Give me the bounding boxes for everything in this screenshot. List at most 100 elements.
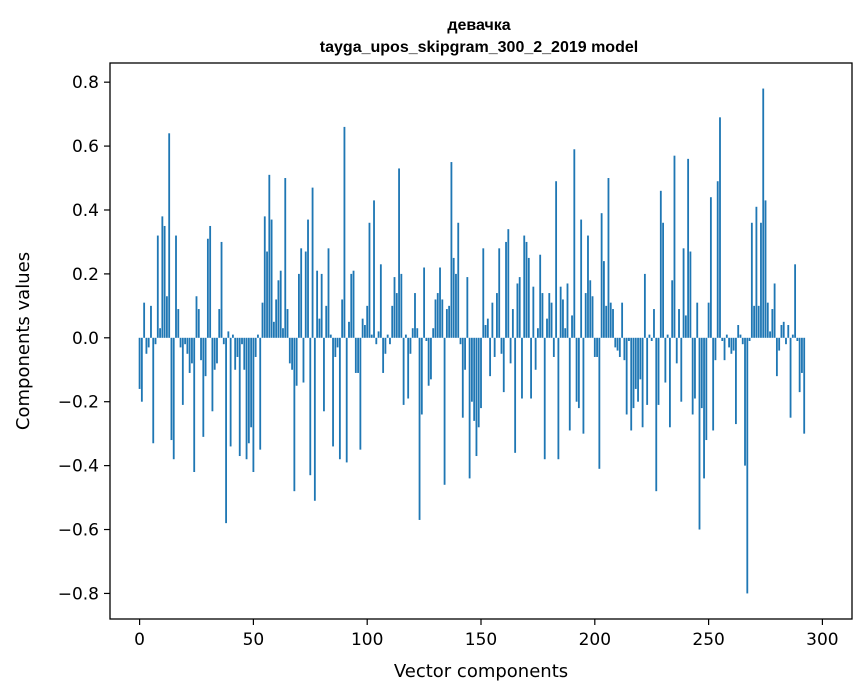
bar-121 [414, 293, 416, 338]
bar-97 [359, 337, 362, 450]
bar-5 [150, 305, 152, 338]
bar-48 [247, 337, 250, 444]
bar-79 [318, 318, 321, 338]
bar-99 [364, 325, 366, 338]
bar-41 [232, 334, 234, 338]
bar-22 [188, 337, 191, 373]
y-tick-label: −0.8 [58, 584, 99, 604]
bar-287 [791, 334, 794, 338]
bar-53 [259, 337, 262, 450]
bar-211 [618, 337, 621, 357]
x-tick-label: 300 [806, 630, 838, 650]
bar-264 [739, 334, 742, 338]
bar-127 [427, 337, 430, 386]
bar-4 [147, 337, 150, 348]
bar-20 [184, 337, 187, 345]
bar-58 [270, 219, 273, 338]
bar-253 [714, 337, 717, 361]
bar-76 [311, 187, 314, 338]
bar-38 [225, 337, 227, 524]
x-tick-label: 50 [243, 630, 265, 650]
bar-162 [507, 229, 510, 338]
bar-230 [662, 222, 664, 338]
bar-231 [664, 337, 667, 383]
bar-244 [694, 337, 696, 399]
bar-285 [787, 325, 790, 338]
y-tick-label: 0.6 [72, 137, 99, 157]
bar-181 [550, 302, 553, 338]
bar-160 [502, 337, 505, 393]
bar-34 [216, 337, 218, 364]
bar-205 [605, 305, 608, 338]
bar-100 [366, 305, 369, 338]
bar-260 [730, 337, 733, 354]
bar-159 [500, 337, 503, 354]
bar-145 [468, 337, 471, 479]
bar-215 [628, 337, 630, 341]
bar-85 [332, 337, 334, 447]
bar-291 [801, 337, 803, 373]
bar-46 [243, 337, 246, 370]
bar-33 [213, 337, 216, 370]
bar-201 [596, 337, 598, 357]
bar-174 [534, 337, 537, 370]
bar-203 [600, 213, 603, 338]
x-axis-ticks: 0 50 100 150 200 250 300 [134, 619, 839, 650]
bar-177 [541, 293, 544, 338]
bar-265 [741, 337, 744, 345]
bar-115 [400, 273, 403, 338]
bar-256 [721, 337, 724, 341]
bar-202 [598, 337, 601, 469]
bar-194 [580, 219, 583, 338]
chart-subtitle: tayga_upos_skipgram_300_2_2019 model [320, 39, 638, 56]
bar-95 [354, 337, 357, 373]
bar-178 [543, 337, 546, 460]
bar-288 [794, 264, 797, 338]
bar-199 [591, 296, 594, 338]
bar-148 [475, 337, 478, 457]
x-tick-label: 250 [692, 630, 724, 650]
bar-29 [204, 337, 207, 377]
bar-28 [202, 337, 205, 437]
bar-212 [621, 302, 624, 338]
bar-0 [138, 337, 141, 389]
x-tick-label: 150 [465, 630, 497, 650]
bar-271 [755, 206, 758, 338]
y-tick-label: 0.0 [72, 329, 99, 349]
bar-186 [562, 299, 564, 338]
bar-238 [680, 337, 683, 402]
bar-197 [587, 235, 589, 338]
bar-84 [329, 334, 332, 338]
bar-276 [766, 302, 769, 338]
bar-176 [539, 254, 542, 338]
bar-67 [291, 337, 293, 370]
bar-204 [603, 261, 605, 338]
bar-26 [197, 309, 200, 338]
bar-series [138, 88, 806, 594]
bar-86 [334, 337, 337, 357]
bar-156 [493, 337, 496, 357]
bar-218 [634, 337, 637, 389]
bar-267 [746, 337, 749, 594]
bar-8 [156, 235, 159, 338]
bar-280 [775, 337, 778, 377]
bar-274 [762, 88, 765, 338]
bar-116 [402, 337, 405, 405]
bar-272 [757, 305, 760, 338]
bar-207 [609, 302, 612, 338]
bar-119 [409, 337, 412, 354]
chart-title: девачка [447, 17, 510, 34]
bar-255 [719, 117, 721, 338]
bar-250 [707, 302, 710, 338]
bar-71 [300, 248, 303, 338]
bar-216 [630, 337, 633, 431]
bar-65 [286, 309, 289, 338]
bar-196 [584, 293, 587, 338]
x-tick-label: 100 [351, 630, 383, 650]
y-tick-label: 0.2 [72, 265, 99, 285]
bar-57 [268, 174, 271, 338]
bar-83 [327, 248, 330, 338]
bar-146 [470, 337, 473, 402]
bar-21 [186, 337, 189, 354]
